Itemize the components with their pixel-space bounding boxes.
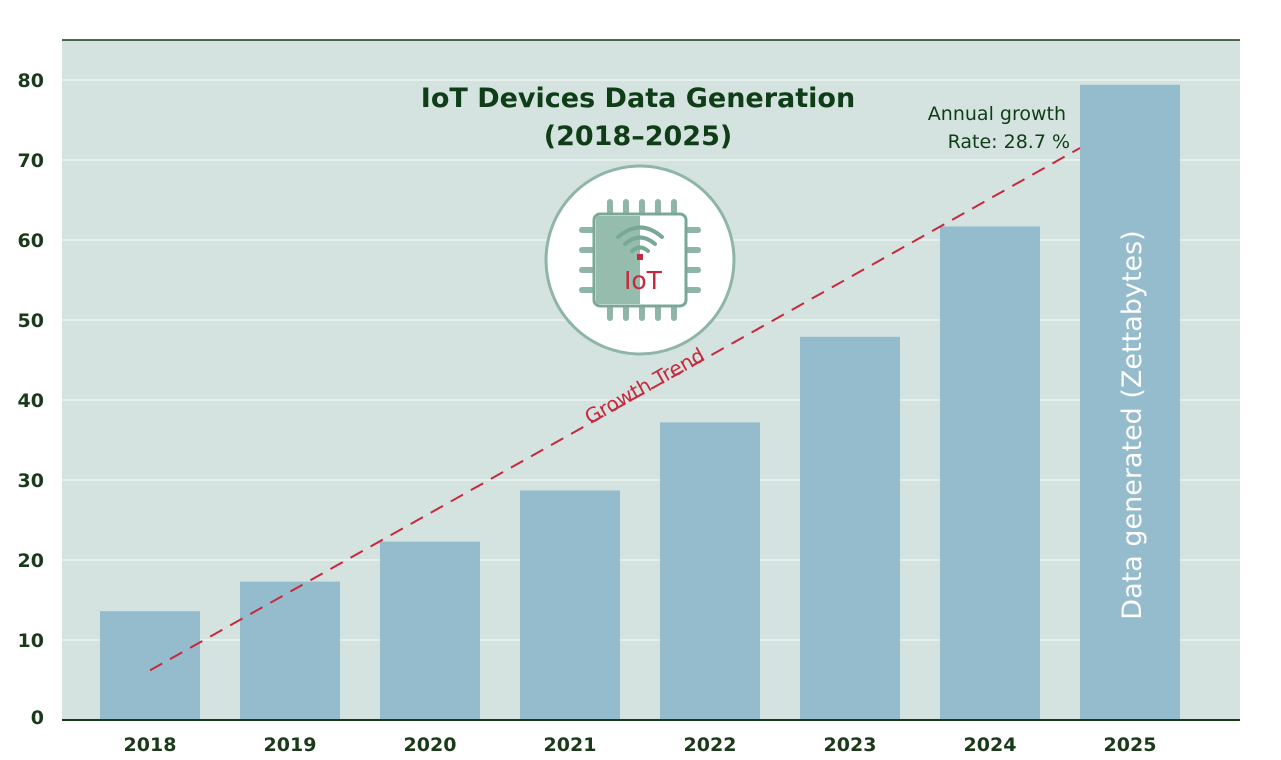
y-tick-label: 80	[18, 70, 44, 92]
y-axis-ticks: 0 10 20 30 40 50 60 70 80	[18, 70, 44, 729]
bar-2019	[240, 581, 340, 720]
y-tick-label: 20	[18, 550, 44, 572]
y-tick-label: 50	[18, 310, 44, 332]
y-tick-label: 10	[18, 630, 44, 652]
x-tick-label: 2023	[824, 734, 877, 756]
bar-2023	[800, 336, 900, 720]
y-tick-label: 0	[31, 707, 44, 729]
chart-title-line2: (2018–2025)	[544, 121, 732, 152]
y-tick-label: 70	[18, 150, 44, 172]
chip-pins-icon	[579, 199, 701, 321]
chart-title-line1: IoT Devices Data Generation	[421, 83, 855, 114]
x-axis-ticks: 2018 2019 2020 2021 2022 2023 2024 2025	[124, 734, 1157, 756]
x-tick-label: 2024	[964, 734, 1017, 756]
x-tick-label: 2021	[544, 734, 597, 756]
x-tick-label: 2019	[264, 734, 317, 756]
annual-growth-line1: Annual growth	[928, 103, 1066, 125]
bar-2025	[1080, 84, 1180, 721]
iot-chip-label: IoT	[624, 266, 663, 295]
bar-2021	[520, 490, 620, 720]
bar-2018	[100, 611, 200, 720]
x-tick-label: 2022	[684, 734, 737, 756]
x-tick-label: 2018	[124, 734, 177, 756]
bar-2020	[380, 541, 480, 720]
annual-growth-line2: Rate: 28.7 %	[948, 131, 1070, 153]
x-tick-label: 2025	[1104, 734, 1157, 756]
wifi-signal-icon	[616, 225, 664, 253]
iot-chip-icon: IoT	[544, 164, 736, 356]
y-tick-label: 30	[18, 470, 44, 492]
y-tick-label: 40	[18, 390, 44, 412]
y-tick-label: 60	[18, 230, 44, 252]
wifi-dot-icon	[637, 254, 643, 260]
x-tick-label: 2020	[404, 734, 457, 756]
growth-trend-line	[149, 147, 1081, 672]
y-axis-label: Data generated (Zettabytes)	[1117, 230, 1148, 619]
bars	[100, 84, 1180, 721]
bar-2022	[660, 422, 760, 720]
bar-2024	[940, 226, 1040, 720]
